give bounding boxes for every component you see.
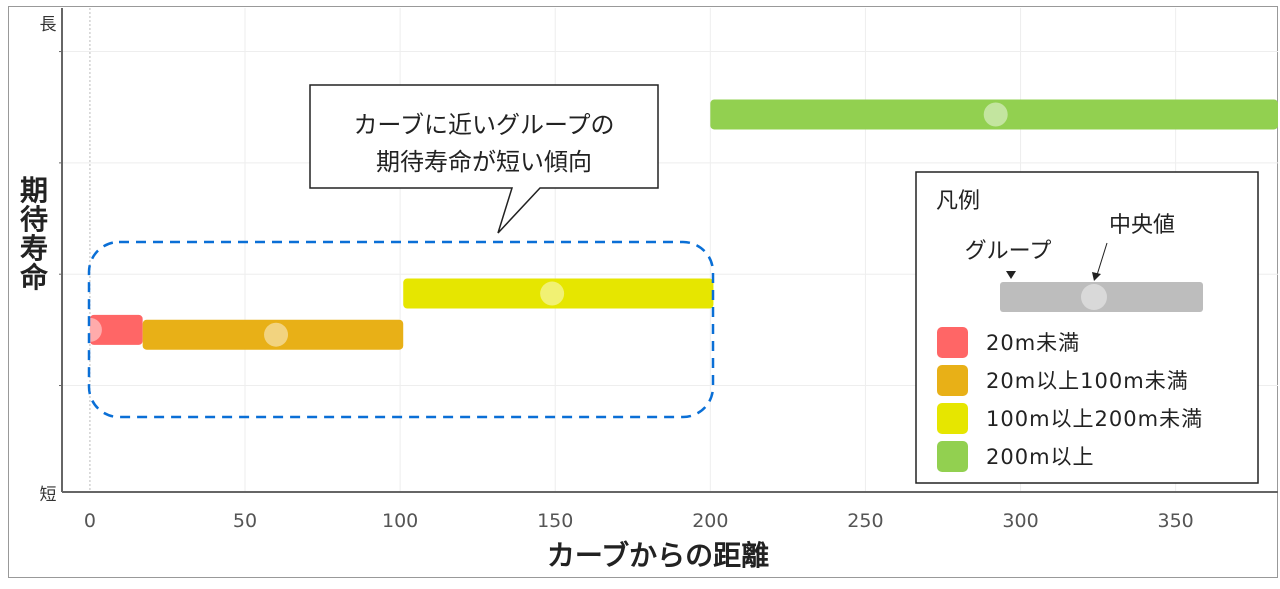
group-bar (89, 314, 143, 345)
chart-frame (8, 6, 1278, 578)
x-tick-label: 250 (847, 510, 883, 532)
bars (77, 99, 1278, 350)
median-marker (540, 281, 565, 306)
group-pointer-icon (1006, 271, 1016, 279)
legend-swatch (937, 327, 968, 358)
legend-item-label: 20m以上100m未満 (986, 369, 1189, 393)
median-marker (264, 322, 289, 347)
group-bar (142, 319, 404, 350)
y-top-label: 長 (40, 15, 57, 35)
annotation-line-2: 期待寿命が短い傾向 (376, 148, 592, 176)
x-tick-label: 150 (537, 510, 573, 532)
legend-title: 凡例 (936, 189, 980, 214)
median-arrow-icon (1096, 242, 1108, 276)
group-bar (403, 278, 714, 309)
x-tick-labels: 0 50 100 150 200 250 300 350 (84, 510, 1194, 532)
x-tick-label: 50 (233, 510, 257, 532)
x-tick-label: 300 (1002, 510, 1038, 532)
legend: 凡例 中央値 グループ 20m未満 20m以上100m未満 100m以上200m未満… (915, 171, 1259, 484)
y-bottom-label: 短 (40, 485, 57, 505)
median-arrowhead-icon (1092, 272, 1101, 281)
group-bar (710, 99, 1278, 130)
annotation-callout (309, 84, 659, 234)
legend-swatch (937, 365, 968, 396)
legend-group-label: グループ (965, 239, 1052, 264)
x-tick-label: 350 (1157, 510, 1193, 532)
x-tick-label: 200 (692, 510, 728, 532)
x-axis-title: カーブからの距離 (547, 539, 769, 572)
legend-swatch (937, 403, 968, 434)
annotation-line-1: カーブに近いグループの (353, 111, 614, 139)
legend-item-label: 20m未満 (986, 331, 1080, 355)
legend-median-label: 中央値 (1109, 213, 1175, 238)
median-marker (983, 102, 1008, 127)
legend-box (915, 171, 1259, 484)
median-marker (77, 317, 102, 342)
highlight-region (87, 240, 715, 419)
gridlines (59, 8, 1278, 492)
x-tick-label: 100 (382, 510, 418, 532)
legend-item-label: 200m以上 (986, 445, 1095, 469)
legend-sample-median (1081, 284, 1107, 310)
x-tick-label: 0 (84, 510, 96, 532)
legend-swatch (937, 441, 968, 472)
y-axis-title: 期待寿命 (20, 174, 49, 294)
legend-item-label: 100m以上200m未満 (986, 407, 1203, 431)
